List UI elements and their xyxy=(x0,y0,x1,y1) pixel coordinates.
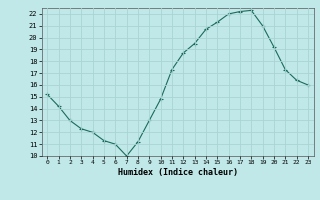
X-axis label: Humidex (Indice chaleur): Humidex (Indice chaleur) xyxy=(118,168,237,177)
